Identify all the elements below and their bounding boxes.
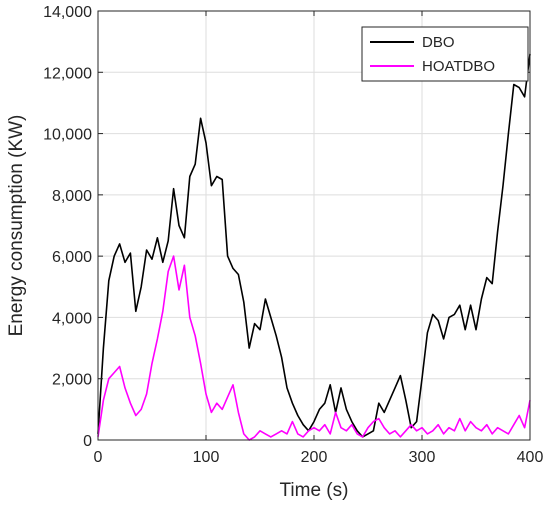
grid [98, 11, 530, 440]
legend-label-dbo: DBO [422, 34, 455, 51]
series-line-dbo [97, 53, 531, 438]
y-tick-label: 12,000 [43, 65, 92, 82]
y-tick-label: 10,000 [43, 127, 92, 144]
legend-label-hoatdbo: HOATDBO [422, 58, 495, 75]
y-tick-label: 8,000 [52, 188, 92, 205]
legend-box [361, 26, 529, 82]
series-lines [97, 53, 531, 441]
series-line-hoatdbo [97, 255, 531, 441]
y-axis-label: Energy consumption (KW) [6, 115, 27, 337]
x-tick-label: 0 [94, 449, 103, 466]
x-tick-label: 100 [193, 449, 220, 466]
x-tick-label: 200 [301, 449, 328, 466]
y-tick-label: 14,000 [43, 4, 92, 21]
x-tick-label: 400 [517, 449, 544, 466]
x-tick-label: 300 [409, 449, 436, 466]
y-tick-label: 6,000 [52, 249, 92, 266]
axis-ticks: 0 100 200 300 400 0 2,000 4,000 6,000 8,000 10,000… [43, 4, 543, 466]
y-tick-label: 0 [83, 433, 92, 450]
x-axis-label: Time (s) [280, 480, 349, 501]
y-tick-label: 2,000 [52, 372, 92, 389]
legend: DBO HOATDBO [361, 26, 529, 82]
y-tick-label: 4,000 [52, 310, 92, 327]
